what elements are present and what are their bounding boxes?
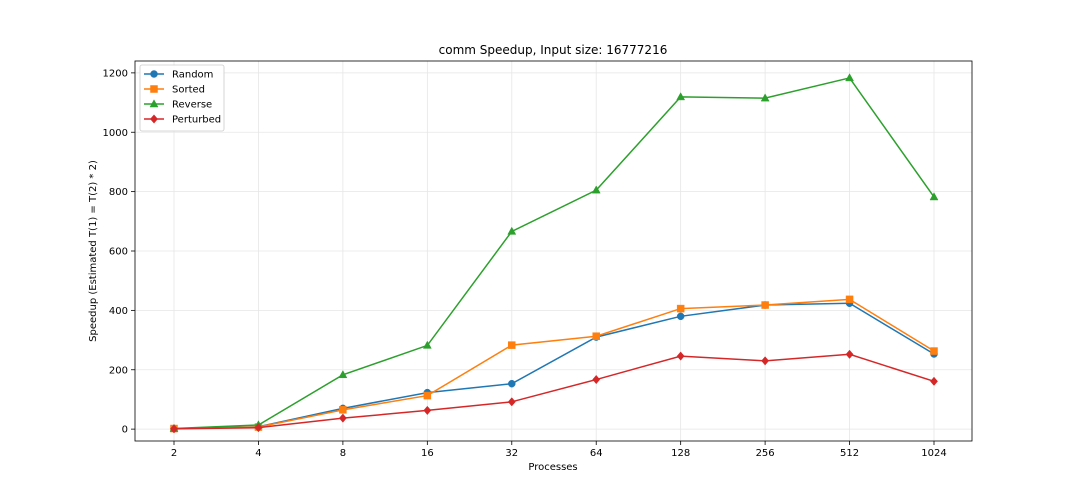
data-point-perturbed [930, 376, 938, 386]
data-point-sorted [592, 332, 600, 340]
data-point-sorted [930, 347, 938, 355]
data-point-sorted [423, 391, 432, 400]
data-point-sorted [339, 406, 347, 414]
legend: Random Sorted Reverse Perturbed [139, 64, 225, 132]
y-tick-label: 800 [109, 187, 128, 198]
y-tick-label: 0 [122, 425, 128, 436]
series-line-reverse [173, 77, 935, 430]
data-point-sorted [845, 295, 854, 304]
data-point-reverse [929, 192, 939, 201]
data-point-sorted [761, 301, 769, 309]
data-point-perturbed [338, 413, 347, 423]
series-line-sorted [173, 298, 935, 430]
legend-marker-sorted [150, 85, 158, 93]
x-tick-label: 16 [421, 448, 434, 459]
x-tick-label: 2 [171, 448, 177, 459]
legend-entry-random: Random [144, 70, 213, 81]
x-tick-label: 32 [505, 448, 518, 459]
x-axis-title: Processes [528, 462, 577, 473]
y-tick-label: 400 [109, 306, 128, 317]
series-sorted [170, 295, 938, 433]
grid-lines [135, 61, 972, 441]
plot-area-frame [134, 60, 973, 442]
data-point-reverse [422, 340, 432, 349]
data-point-reverse [507, 226, 517, 235]
data-point-perturbed [254, 423, 263, 433]
legend-marker-reverse [149, 99, 159, 108]
y-tick-label: 1200 [103, 68, 128, 79]
data-point-reverse [845, 73, 854, 82]
legend-entry-reverse: Reverse [144, 99, 212, 111]
legend-label-perturbed: Perturbed [172, 115, 221, 126]
x-tick-label: 4 [255, 448, 261, 459]
data-point-reverse [676, 92, 686, 101]
x-tick-label: 1024 [921, 448, 946, 459]
legend-label-reverse: Reverse [172, 100, 212, 111]
y-axis-title: Speedup (Estimated T(1) = T(2) * 2) [88, 160, 99, 342]
data-point-perturbed [423, 405, 432, 416]
series-line-random [173, 302, 935, 430]
data-point-random [508, 379, 516, 388]
data-point-random [676, 312, 685, 321]
data-point-perturbed [507, 397, 516, 407]
series-layer [169, 73, 939, 434]
y-tick-label: 200 [109, 365, 128, 376]
x-tick-label: 256 [756, 448, 775, 459]
legend-entry-sorted: Sorted [144, 85, 205, 96]
series-line-perturbed [173, 353, 935, 430]
data-point-perturbed [761, 356, 770, 366]
x-tick-label: 64 [590, 448, 603, 459]
axis-ticks: 2 4 8 16 32 64 128 256 512 1024 0 200 400 600 800 1000 1… [103, 68, 947, 459]
chart-title: comm Speedup, Input size: 16777216 [439, 43, 668, 57]
y-tick-label: 1000 [103, 128, 128, 139]
series-reverse [169, 73, 939, 432]
x-tick-label: 128 [671, 448, 690, 459]
data-point-perturbed [170, 424, 178, 434]
data-point-sorted [508, 341, 516, 349]
legend-entry-perturbed: Perturbed [144, 114, 221, 126]
x-tick-label: 512 [840, 448, 859, 459]
x-tick-label: 8 [340, 448, 346, 459]
data-point-reverse [760, 93, 770, 102]
data-point-reverse [338, 370, 348, 379]
legend-marker-perturbed [150, 114, 158, 124]
legend-label-sorted: Sorted [172, 85, 205, 96]
legend-label-random: Random [172, 70, 213, 81]
series-random [170, 299, 938, 433]
data-point-perturbed [845, 349, 854, 359]
series-perturbed [170, 349, 938, 434]
data-point-reverse [591, 185, 601, 194]
data-point-sorted [676, 304, 685, 313]
legend-box [139, 64, 225, 132]
y-tick-label: 600 [109, 247, 128, 258]
data-point-perturbed [592, 374, 601, 385]
legend-marker-random [150, 70, 158, 78]
data-point-perturbed [676, 351, 685, 361]
